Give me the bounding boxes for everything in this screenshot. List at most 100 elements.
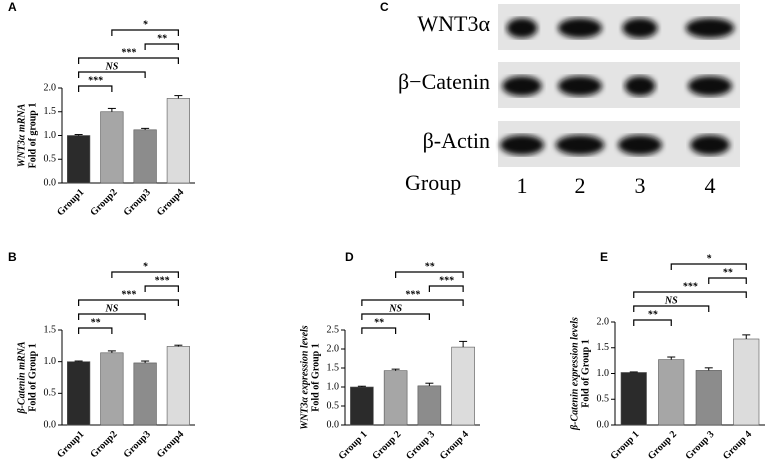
bar: [67, 361, 91, 426]
x-tick-label: Group 1: [337, 429, 370, 459]
blot-band: [618, 135, 662, 155]
significance-bracket: [708, 277, 747, 284]
significance-label: *: [706, 253, 712, 264]
blot-band: [558, 18, 602, 38]
significance-label: ***: [405, 289, 421, 300]
y-axis-label: Fold of Group 1: [580, 339, 591, 407]
significance-bracket: [144, 43, 179, 50]
bar: [733, 338, 760, 426]
x-tick-label: Group4: [155, 429, 186, 459]
y-tick-label: 0.5: [44, 154, 57, 165]
significance-bracket: [111, 29, 179, 36]
bar: [100, 111, 124, 184]
y-tick-label: 0.0: [44, 177, 57, 188]
significance-label: ***: [439, 275, 455, 286]
significance-label: **: [723, 267, 734, 278]
y-axis-label: β-Catenin expression levels: [569, 317, 580, 431]
y-tick-label: 0.5: [327, 400, 340, 411]
significance-label: **: [157, 33, 168, 44]
x-tick-label: Group 2: [646, 429, 679, 459]
bar: [620, 372, 647, 426]
y-tick-label: 2.0: [44, 82, 57, 93]
y-axis-label: Fold of Group 1: [310, 343, 321, 411]
bar: [451, 346, 475, 426]
blot-band: [500, 135, 544, 155]
y-axis-label: Fold of group 1: [27, 103, 38, 169]
significance-bracket: [633, 305, 710, 312]
significance-label: ***: [88, 75, 104, 86]
blot-row-label: WNT3α: [417, 11, 490, 36]
bar: [383, 370, 408, 426]
significance-bracket: [78, 57, 179, 64]
y-axis-label: WNT3α mRNA: [16, 103, 27, 167]
y-axis-label: WNT3α expression levels: [299, 325, 310, 430]
significance-bracket: [78, 327, 113, 334]
blot-band: [555, 135, 605, 155]
significance-bracket: [78, 71, 146, 78]
blot-row-label: β−Catenin: [398, 69, 490, 94]
x-tick-label: Group 2: [370, 429, 403, 459]
y-tick-label: 1.0: [327, 381, 340, 392]
y-tick-label: 1.5: [327, 362, 340, 373]
blot-lane-label: 3: [635, 173, 646, 198]
significance-label: **: [374, 317, 385, 328]
significance-label: **: [648, 309, 659, 320]
significance-bracket: [111, 271, 179, 278]
y-tick-label: 1.5: [44, 106, 57, 117]
blot-band: [685, 18, 735, 38]
significance-bracket: [78, 313, 146, 320]
y-tick-label: 2.0: [327, 343, 340, 354]
y-tick-label: 0.0: [44, 419, 57, 430]
significance-label: NS: [664, 295, 678, 306]
significance-bracket: [361, 327, 397, 334]
significance-label: NS: [104, 61, 118, 72]
blot-band: [690, 135, 730, 155]
panel-label: E: [600, 250, 608, 264]
significance-bracket: [633, 291, 747, 298]
significance-label: ***: [121, 47, 137, 58]
x-tick-label: Group 4: [721, 429, 754, 459]
significance-bracket: [428, 285, 464, 292]
significance-bracket: [78, 85, 113, 92]
bar: [166, 98, 190, 184]
bar: [166, 346, 190, 426]
panel-label: C: [380, 0, 389, 14]
significance-label: NS: [388, 303, 402, 314]
significance-bracket: [78, 299, 179, 306]
y-axis-label: Fold of Group 1: [27, 343, 38, 411]
significance-label: ***: [121, 289, 137, 300]
y-tick-label: 1.0: [44, 356, 57, 367]
x-tick-label: Group4: [155, 187, 186, 218]
bar: [133, 129, 157, 184]
x-tick-label: Group1: [55, 429, 86, 459]
blot-lane-label: 1: [517, 173, 528, 198]
significance-label: ***: [154, 275, 170, 286]
x-tick-label: Group2: [88, 187, 119, 218]
significance-bracket: [633, 319, 672, 326]
x-tick-label: Group3: [122, 429, 153, 459]
blot-lane-title: Group: [405, 170, 461, 195]
blot-band: [502, 76, 542, 96]
blot-band: [688, 76, 732, 96]
blot-lane-label: 4: [705, 173, 716, 198]
blot-band: [624, 76, 656, 96]
y-tick-label: 1.0: [597, 368, 610, 379]
x-tick-label: Group1: [55, 187, 86, 218]
bar: [695, 370, 722, 426]
x-tick-label: Group2: [88, 429, 119, 459]
significance-label: **: [424, 261, 435, 272]
y-tick-label: 2.5: [327, 324, 340, 335]
bar: [133, 362, 157, 426]
panel-label: B: [8, 250, 17, 264]
y-tick-label: 2.0: [597, 316, 610, 327]
blot-band: [622, 18, 658, 38]
y-tick-label: 0.5: [597, 394, 610, 405]
y-tick-label: 0.0: [327, 419, 340, 430]
significance-bracket: [144, 285, 179, 292]
y-tick-label: 0.0: [597, 419, 610, 430]
x-tick-label: Group 3: [683, 429, 716, 459]
bar: [658, 359, 685, 426]
bar: [350, 386, 374, 426]
significance-bracket: [361, 299, 464, 306]
